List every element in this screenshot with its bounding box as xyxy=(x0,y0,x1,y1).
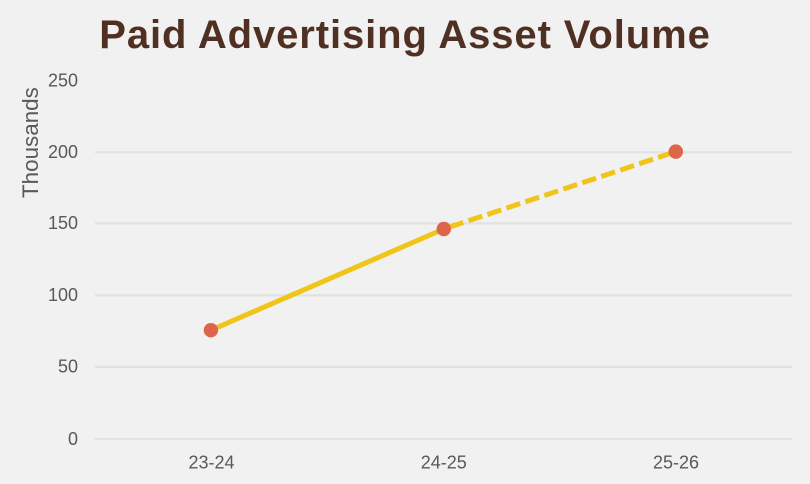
svg-text:100: 100 xyxy=(48,285,78,305)
svg-text:23-24: 23-24 xyxy=(188,453,234,473)
svg-text:Thousands: Thousands xyxy=(18,87,43,198)
svg-text:25-26: 25-26 xyxy=(653,453,699,473)
svg-text:200: 200 xyxy=(48,142,78,162)
svg-text:50: 50 xyxy=(58,357,78,377)
svg-text:24-25: 24-25 xyxy=(421,453,467,473)
svg-text:0: 0 xyxy=(68,429,78,449)
svg-text:150: 150 xyxy=(48,213,78,233)
svg-text:250: 250 xyxy=(48,70,78,90)
